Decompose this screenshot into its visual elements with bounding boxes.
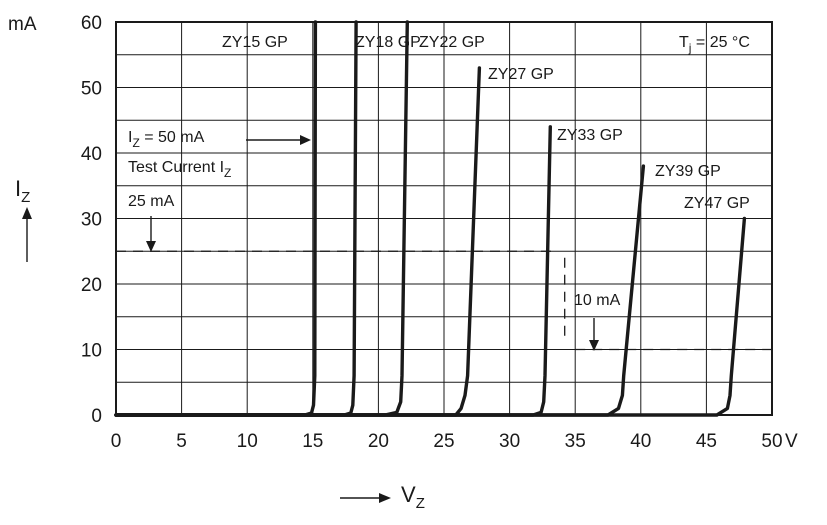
y-unit-label: mA	[8, 14, 37, 35]
tick-labels: 0 5 10 15 20 25 30 35 40 45 50 0 10 20 30 40 50 60	[81, 13, 783, 452]
x-tick-label: 20	[368, 431, 389, 452]
x-tick-label: 5	[176, 431, 187, 452]
y-tick-label: 20	[81, 275, 102, 296]
marker-10-label: 10 mA	[574, 292, 621, 309]
label-zy33: ZY33 GP	[557, 127, 623, 144]
y-axis-title: IZ	[15, 176, 30, 206]
marker-10-arrow-head	[589, 340, 599, 351]
y-tick-label: 30	[81, 210, 102, 231]
x-tick-label: 40	[630, 431, 651, 452]
label-zy15: ZY15 GP	[222, 34, 288, 51]
marker-25-arrow-head	[146, 241, 156, 252]
temperature-note: Tj = 25 °C	[679, 34, 750, 55]
test-current-arrow-head	[300, 135, 311, 145]
test-current-text: Test Current IZ	[128, 159, 231, 180]
x-tick-label: 50	[761, 431, 782, 452]
y-tick-label: 0	[91, 406, 102, 427]
label-zy22: ZY22 GP	[419, 34, 485, 51]
x-tick-label: 25	[433, 431, 454, 452]
x-tick-label: 15	[302, 431, 323, 452]
x-tick-label: 45	[696, 431, 717, 452]
y-tick-label: 60	[81, 13, 102, 34]
y-tick-label: 40	[81, 144, 102, 165]
y-tick-label: 50	[81, 79, 102, 100]
plot-frame	[115, 21, 773, 416]
x-tick-label: 35	[565, 431, 586, 452]
x-tick-label: 0	[111, 431, 122, 452]
x-unit-label: V	[785, 431, 798, 452]
label-zy18: ZY18 GP	[355, 34, 421, 51]
reference-lines	[116, 250, 772, 351]
x-axis-title: VZ	[401, 482, 425, 512]
x-tick-label: 30	[499, 431, 520, 452]
label-zy27: ZY27 GP	[488, 66, 554, 83]
label-zy47: ZY47 GP	[684, 195, 750, 212]
curve-zy39-gp	[114, 164, 646, 417]
label-zy39: ZY39 GP	[655, 163, 721, 180]
x-tick-label: 10	[237, 431, 258, 452]
marker-25-label: 25 mA	[128, 193, 175, 210]
test-current-50-label: IZ = 50 mA	[128, 129, 205, 150]
y-axis-arrow-head	[22, 207, 32, 219]
y-tick-label: 10	[81, 341, 102, 362]
x-axis-arrow-head	[379, 493, 391, 503]
grid	[116, 22, 772, 415]
